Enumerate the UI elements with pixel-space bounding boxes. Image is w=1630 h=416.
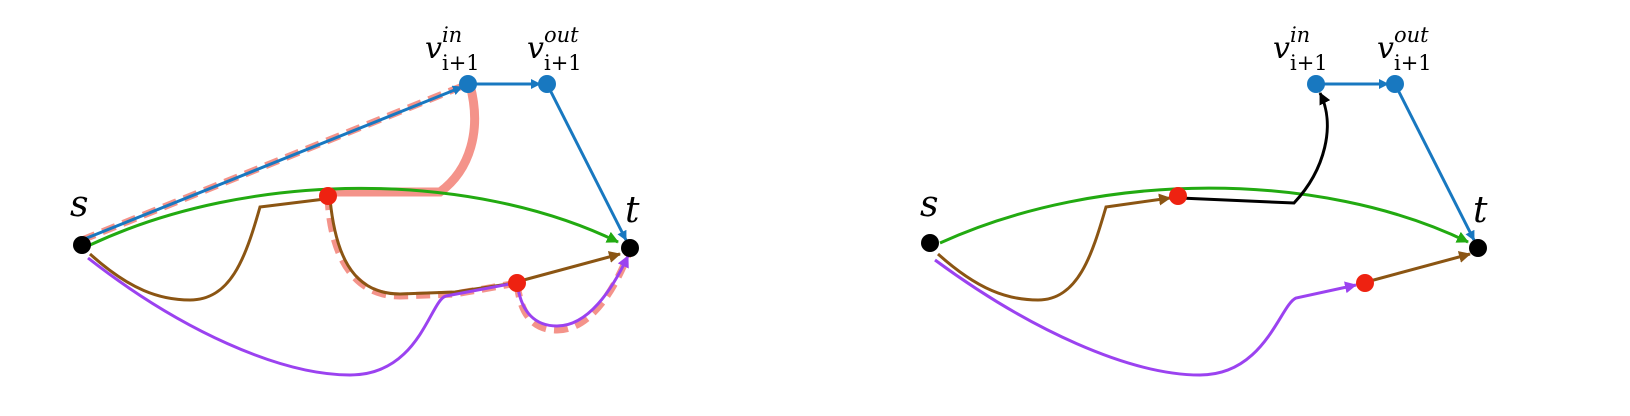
- node-red-1: [319, 187, 337, 205]
- edge-purple-b: [516, 255, 630, 328]
- edge-green-r: [939, 186, 1469, 245]
- node-vout: [538, 75, 556, 93]
- node-red-1-r: [1169, 187, 1187, 205]
- node-red-2-r: [1356, 274, 1374, 292]
- edge-purple-a: [87, 256, 516, 377]
- label-s: s: [70, 184, 88, 225]
- edge-brown-a: [88, 197, 326, 302]
- label-vin: vin i+1: [425, 23, 480, 75]
- node-vout-r: [1386, 75, 1404, 93]
- node-t: [621, 239, 639, 257]
- node-red-2: [508, 274, 526, 292]
- highlight-dashed-mid: [324, 195, 518, 300]
- edge-vout-t: [546, 85, 628, 241]
- label-s-r: s: [920, 184, 938, 225]
- edge-black-r: [1179, 92, 1331, 205]
- highlight-solid: [323, 80, 480, 197]
- label-vout: vout i+1: [527, 23, 582, 75]
- edge-brown-a-r: [936, 193, 1171, 302]
- right-panel: s t vin i+1 vout i+1: [920, 23, 1488, 377]
- node-s: [73, 236, 91, 254]
- edge-purple-r: [934, 258, 1357, 377]
- node-vin-r: [1307, 75, 1325, 93]
- edge-brown-b: [328, 198, 516, 296]
- label-vout-r: vout i+1: [1377, 23, 1432, 75]
- edge-vout-t-r: [1394, 85, 1476, 241]
- edge-green: [89, 186, 619, 247]
- node-t-r: [1469, 239, 1487, 257]
- label-t-r: t: [1473, 190, 1488, 231]
- node-vin: [459, 75, 477, 93]
- edge-brown-c-r: [1369, 251, 1471, 283]
- left-panel: s t vin i+1 vout i+1: [70, 23, 640, 377]
- label-vin-r: vin i+1: [1273, 23, 1328, 75]
- edge-s-vin: [81, 85, 463, 242]
- label-t: t: [625, 190, 640, 231]
- node-s-r: [921, 234, 939, 252]
- edge-brown-c: [519, 251, 621, 283]
